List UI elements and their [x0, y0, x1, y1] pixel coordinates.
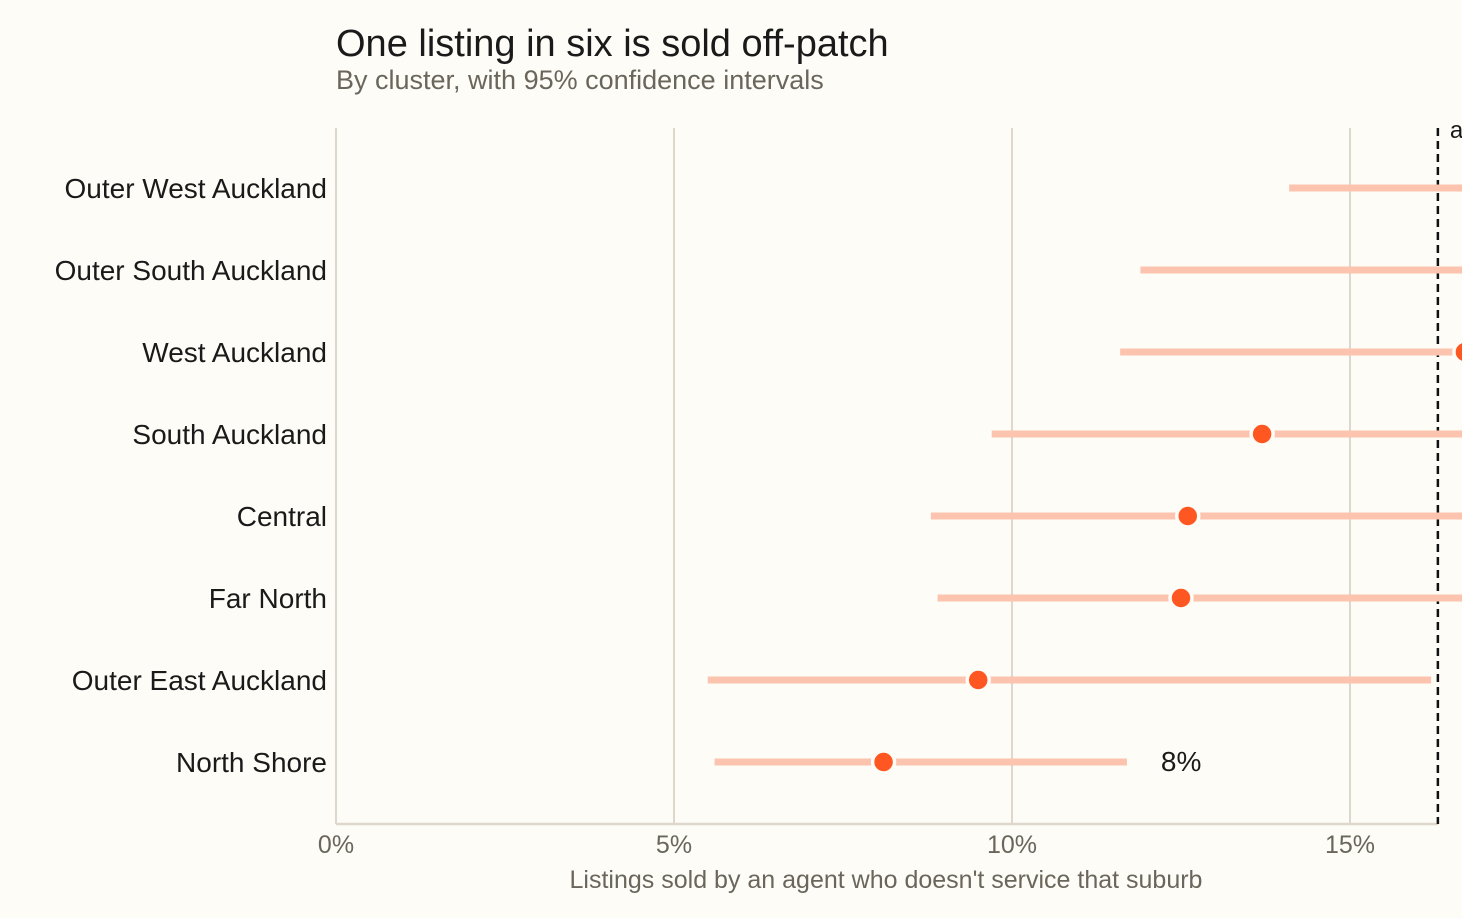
- category-label: Outer East Auckland: [72, 665, 327, 696]
- category-label: South Auckland: [132, 419, 327, 450]
- data-row: Outer South Auckland17%: [55, 255, 1462, 286]
- point-estimate: [1175, 503, 1201, 529]
- data-rows: Outer West Auckland20% Outer South Auckla…: [55, 173, 1462, 778]
- point-estimate: [1249, 421, 1275, 447]
- data-row: Outer East Auckland9%: [72, 665, 1432, 696]
- data-row: Outer West Auckland20%: [65, 173, 1462, 204]
- category-label: North Shore: [176, 747, 327, 778]
- chart-subtitle: By cluster, with 95% confidence interval…: [336, 65, 824, 95]
- point-estimate: [1168, 585, 1194, 611]
- category-label: Outer South Auckland: [55, 255, 327, 286]
- data-row: West Auckland17%: [142, 337, 1462, 368]
- point-estimate: [965, 667, 991, 693]
- value-label: 8%: [1161, 746, 1201, 777]
- reference-line-group: all clusters 16%: [1436, 117, 1462, 824]
- point-estimate: [870, 749, 897, 775]
- category-label: West Auckland: [142, 337, 327, 368]
- data-row: Central12%: [237, 501, 1462, 532]
- x-tick-label: 5%: [656, 831, 692, 859]
- x-tick-label: 10%: [987, 831, 1037, 859]
- point-estimate: [1452, 339, 1462, 365]
- x-tick-label: 0%: [318, 831, 354, 859]
- x-tick-label: 15%: [1325, 831, 1375, 859]
- gridlines: [335, 128, 1351, 824]
- reference-line-label: all clusters 16%: [1450, 117, 1462, 144]
- category-label: Far North: [209, 583, 327, 614]
- data-row: South Auckland14%: [132, 419, 1462, 450]
- data-row: Far North12%: [209, 583, 1462, 614]
- x-axis-ticks: 0%5%10%15%20%25%30%: [318, 822, 1438, 859]
- data-row: North Shore 8%: [176, 746, 1201, 778]
- category-label: Outer West Auckland: [65, 173, 328, 204]
- category-label: Central: [237, 501, 327, 532]
- chart-title: One listing in six is sold off-patch: [336, 23, 889, 65]
- x-axis-title: Listings sold by an agent who doesn't se…: [570, 866, 1203, 894]
